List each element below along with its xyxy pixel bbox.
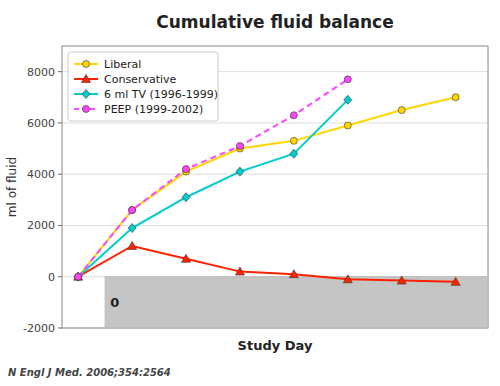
series-marker [397, 276, 406, 284]
legend-label: PEEP (1999-2002) [104, 103, 203, 116]
series-marker [182, 193, 190, 202]
series [74, 95, 352, 281]
legend-box [68, 52, 218, 121]
series-marker [129, 207, 136, 214]
series-marker [344, 122, 351, 129]
series-marker [344, 95, 352, 104]
legend-label: Conservative [104, 73, 177, 86]
tick-mark [58, 122, 62, 123]
reference-text: N Engl J Med. 2006;354:2564 [8, 367, 171, 378]
tick-mark [58, 225, 62, 226]
x-axis-label: Study Day [238, 338, 313, 353]
tick-label: -2000 [23, 322, 55, 335]
tick-label: 4000 [27, 168, 55, 181]
series-marker [129, 207, 136, 214]
series-marker [75, 273, 82, 280]
series-marker [236, 142, 243, 149]
legend-marker [83, 61, 90, 68]
series-marker [128, 224, 136, 233]
tick-label: 6000 [27, 117, 55, 130]
plot-area [74, 76, 488, 328]
grid-line [62, 122, 488, 123]
series-marker [398, 107, 405, 114]
series [75, 94, 459, 280]
series-marker [183, 166, 190, 173]
chart: Cumulative fluid balance -2000 0 2000 4000 60… [0, 0, 500, 386]
tick-mark [58, 174, 62, 175]
legend-marker [82, 75, 91, 83]
series-marker [344, 76, 351, 83]
tick-label: 2000 [27, 219, 55, 232]
series-marker [75, 273, 82, 280]
tick-mark [58, 71, 62, 72]
tick-mark [58, 328, 62, 329]
series-marker [235, 267, 244, 275]
series-marker [289, 270, 298, 278]
series-marker [290, 149, 298, 158]
series-line [78, 97, 455, 276]
grid-line [62, 174, 488, 175]
series-marker [182, 254, 191, 262]
series-marker [236, 167, 244, 176]
series-marker [343, 275, 352, 283]
annotation: 0 [110, 295, 119, 310]
series-marker [290, 137, 297, 144]
tick-label: 8000 [27, 66, 55, 79]
series-line [78, 100, 348, 277]
series-marker [451, 277, 460, 285]
legend-label: 6 ml TV (1996-1999) [104, 88, 218, 101]
tick-label: 0 [48, 271, 55, 284]
legend: Liberal Conservative 6 ml TV (1996-1999) PE… [68, 52, 218, 121]
series [74, 241, 460, 285]
series-marker [452, 94, 459, 101]
legend-label: Liberal [104, 58, 141, 71]
title: Cumulative fluid balance [156, 12, 393, 32]
legend-marker [83, 106, 90, 113]
series-line [78, 246, 455, 282]
grid-line [62, 225, 488, 226]
legend-marker [82, 90, 90, 99]
y-axis-label: ml of fluid [5, 157, 19, 217]
zero-box [105, 277, 488, 328]
series-marker [128, 241, 137, 249]
tick-mark [58, 276, 62, 277]
series-marker [290, 112, 297, 119]
